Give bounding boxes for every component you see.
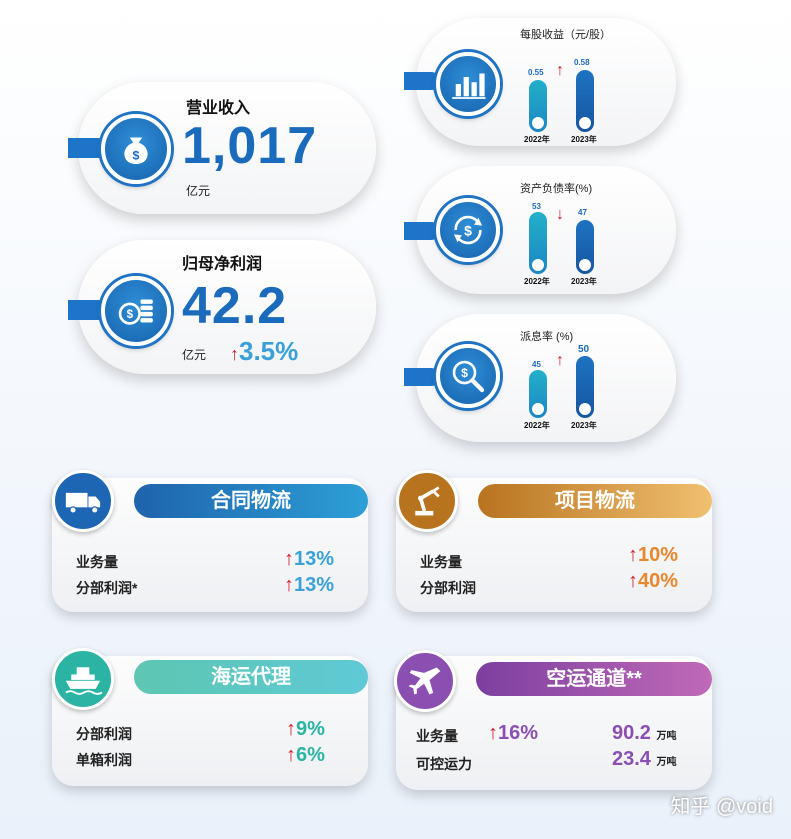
contract-logistics-header: 合同物流 [134, 484, 368, 518]
up-arrow-icon: ↑ [628, 544, 638, 566]
payout-year-2022: 2022年 [524, 421, 550, 430]
eps-value-2022: 0.55 [528, 68, 544, 77]
revenue-title: 营业收入 [186, 100, 251, 117]
net-profit-value: 42.2 [182, 277, 288, 335]
contract-row1-value: 13% [294, 548, 335, 570]
debt-down-arrow-icon: ↓ [556, 206, 564, 223]
up-arrow-icon: ↑ [284, 574, 294, 596]
payout-up-arrow-icon: ↑ [556, 352, 564, 369]
payout-bar-2022 [529, 370, 547, 418]
eps-value-2023: 0.58 [574, 58, 590, 67]
robot-arm-icon [396, 470, 458, 532]
net-profit-change: ↑3.5% [230, 336, 298, 367]
air-row1-tonnage: 90.2 万吨 [612, 722, 677, 745]
net-profit-tail [68, 300, 108, 320]
eps-year-2022: 2022年 [524, 135, 550, 144]
air-row2-unit: 万吨 [656, 757, 677, 768]
up-arrow-icon: ↑ [286, 718, 296, 740]
eps-bar-2023 [576, 70, 594, 132]
up-arrow-icon: ↑ [488, 722, 498, 744]
contract-row1-label: 业务量 [76, 554, 118, 570]
eps-up-arrow-icon: ↑ [556, 62, 564, 79]
revenue-value: 1,017 [182, 117, 318, 175]
contract-row2-value: 13% [294, 574, 335, 596]
contract-row1-change: ↑13% [284, 548, 334, 571]
shipping-row2-label: 单箱利润 [76, 752, 132, 768]
shipping-row1-value: 9% [296, 718, 325, 740]
payout-value-2023: 50 [578, 344, 590, 355]
payout-bar-2023 [576, 356, 594, 418]
air-row1-label: 业务量 [416, 728, 458, 744]
coin-stack-icon: $ [101, 276, 171, 346]
payout-tail [404, 368, 440, 386]
revenue-tail [68, 138, 108, 158]
project-row1-change: ↑10% [628, 544, 678, 567]
air-row2-value: 23.4 [612, 748, 651, 770]
debt-value-2022: 53 [532, 202, 541, 211]
project-row2-label: 分部利润 [420, 580, 476, 596]
svg-text:$: $ [464, 222, 472, 238]
air-row1-value: 90.2 [612, 722, 651, 744]
debt-bar-2022 [529, 212, 547, 274]
bar-chart-icon [436, 52, 500, 116]
shipping-row2-change: ↑6% [286, 744, 325, 767]
eps-bar-2022 [529, 80, 547, 132]
eps-year-2023: 2023年 [571, 135, 597, 144]
net-profit-unit: 亿元 [182, 348, 207, 362]
air-row2-tonnage: 23.4 万吨 [612, 748, 677, 771]
magnifier-dollar-icon: $ [436, 344, 500, 408]
air-row2-label: 可控运力 [416, 756, 472, 772]
shipping-row1-label: 分部利润 [76, 726, 132, 742]
payout-year-2023: 2023年 [571, 421, 597, 430]
ship-icon [52, 648, 114, 710]
air-channel-header: 空运通道** [476, 662, 712, 696]
project-row2-change: ↑40% [628, 570, 678, 593]
svg-text:$: $ [461, 366, 468, 380]
shipping-row1-change: ↑9% [286, 718, 325, 741]
watermark: 知乎 @void [670, 796, 773, 818]
airplane-icon [394, 650, 456, 712]
revenue-unit: 亿元 [186, 184, 211, 198]
eps-tail [404, 72, 440, 90]
debt-year-2023: 2023年 [571, 277, 597, 286]
up-arrow-icon: ↑ [628, 570, 638, 592]
payout-value-2022: 45 [532, 360, 541, 369]
project-row2-value: 40% [638, 570, 679, 592]
up-arrow-icon: ↑ [230, 344, 239, 364]
up-arrow-icon: ↑ [286, 744, 296, 766]
payout-title: 派息率 (%) [520, 331, 574, 343]
debt-value-2023: 47 [578, 208, 587, 217]
air-row1-change: ↑16% [488, 722, 538, 745]
air-row1-pct: 16% [498, 722, 539, 744]
debt-year-2022: 2022年 [524, 277, 550, 286]
debt-tail [404, 222, 440, 240]
net-profit-title: 归母净利润 [182, 256, 263, 273]
dollar-cycle-icon: $ [436, 198, 500, 262]
shipping-row2-value: 6% [296, 744, 325, 766]
project-row1-value: 10% [638, 544, 679, 566]
money-bag-icon: $ [101, 114, 171, 184]
truck-icon [52, 470, 114, 532]
project-logistics-header: 项目物流 [478, 484, 712, 518]
debt-bar-2023 [576, 220, 594, 274]
svg-text:$: $ [133, 149, 140, 163]
svg-text:$: $ [127, 309, 134, 321]
debt-title: 资产负债率(%) [520, 183, 593, 195]
net-profit-card: 归母净利润 42.2 亿元 ↑3.5% [78, 240, 376, 374]
shipping-agency-header: 海运代理 [134, 660, 368, 694]
up-arrow-icon: ↑ [284, 548, 294, 570]
project-row1-label: 业务量 [420, 554, 462, 570]
eps-title: 每股收益（元/股） [520, 29, 612, 41]
contract-row2-change: ↑13% [284, 574, 334, 597]
net-profit-change-value: 3.5% [239, 336, 299, 366]
air-row1-unit: 万吨 [656, 731, 677, 742]
contract-row2-label: 分部利润* [76, 580, 138, 596]
